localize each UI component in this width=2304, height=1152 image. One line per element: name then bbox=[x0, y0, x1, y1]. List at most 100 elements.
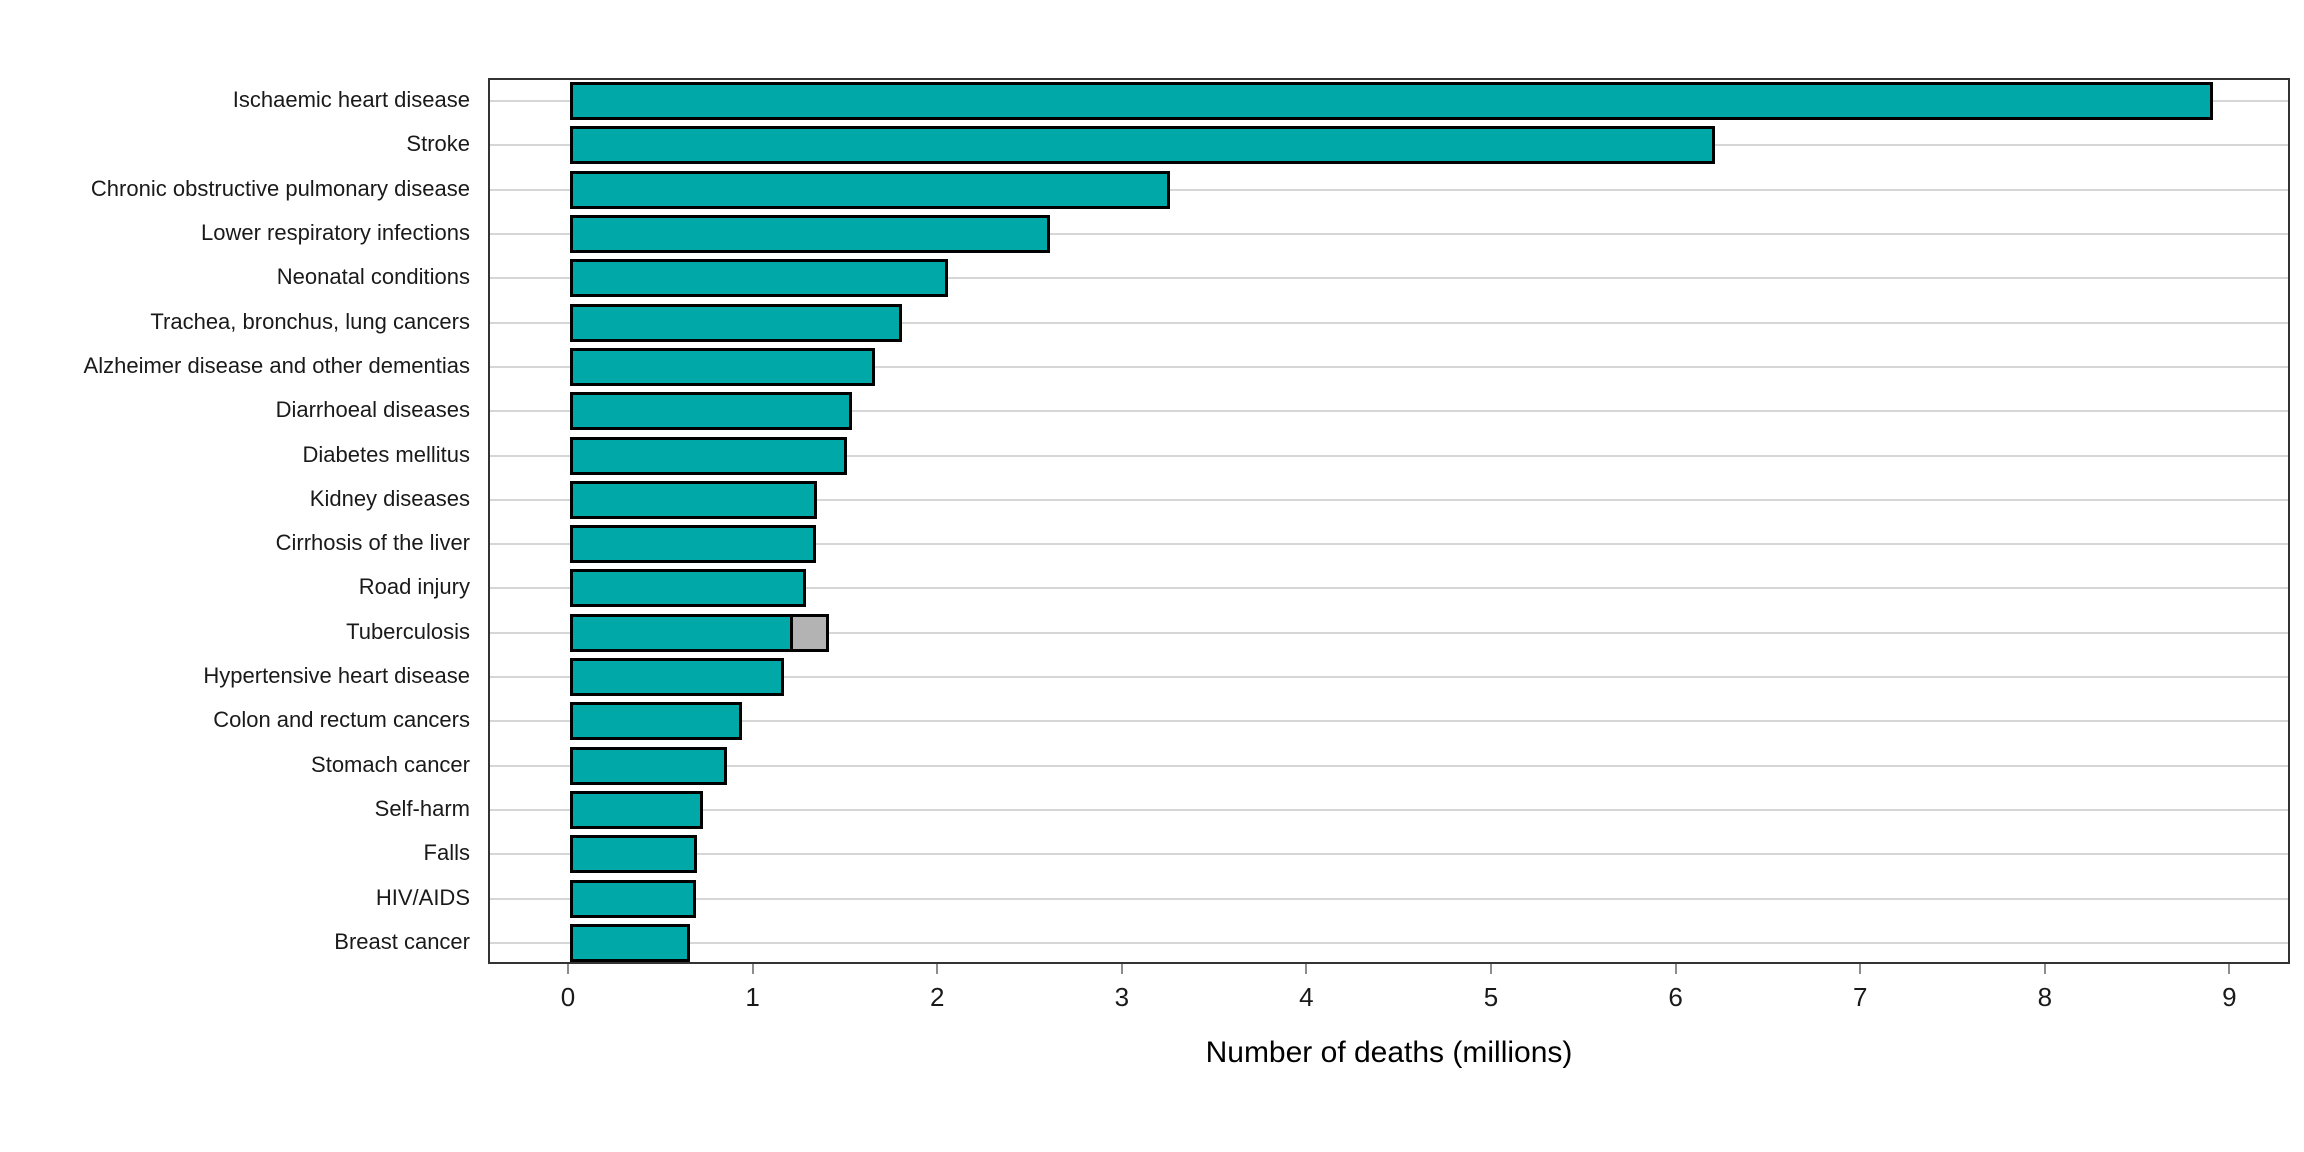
deaths-primary-segment bbox=[570, 215, 1050, 254]
bar bbox=[570, 569, 807, 608]
x-tick-mark bbox=[1490, 964, 1492, 974]
category-label: Chronic obstructive pulmonary disease bbox=[90, 175, 470, 201]
bar bbox=[570, 82, 2213, 121]
deaths-primary-segment bbox=[570, 702, 742, 741]
bar-row bbox=[490, 433, 2288, 477]
y-gridline bbox=[490, 410, 2288, 413]
deaths-primary-segment bbox=[570, 613, 794, 652]
category-label: Stomach cancer bbox=[311, 751, 470, 777]
x-tick-label: 5 bbox=[1483, 982, 1499, 1012]
bar-row bbox=[490, 611, 2288, 655]
bar bbox=[570, 436, 847, 475]
bar bbox=[570, 746, 727, 785]
deaths-primary-segment bbox=[570, 436, 847, 475]
category-label: Road injury bbox=[358, 574, 470, 600]
deaths-primary-segment bbox=[570, 658, 785, 697]
category-label: Diabetes mellitus bbox=[302, 441, 470, 467]
deaths-primary-segment bbox=[570, 525, 816, 564]
x-tick-label: 9 bbox=[2222, 982, 2237, 1012]
category-label: HIV/AIDS bbox=[375, 884, 470, 910]
bar bbox=[570, 790, 703, 829]
deaths-primary-segment bbox=[570, 790, 703, 829]
bar bbox=[570, 835, 698, 874]
deaths-primary-segment bbox=[570, 835, 698, 874]
bar bbox=[570, 480, 818, 519]
y-gridline bbox=[490, 188, 2288, 191]
y-gridline bbox=[490, 720, 2288, 723]
x-tick-mark bbox=[1305, 964, 1308, 974]
y-gridline bbox=[490, 587, 2288, 590]
x-tick-label: 3 bbox=[1114, 982, 1130, 1012]
deaths-primary-segment bbox=[570, 259, 949, 298]
bar-row bbox=[490, 168, 2288, 212]
bar bbox=[570, 923, 690, 962]
x-tick-mark bbox=[751, 964, 754, 974]
deaths-primary-segment bbox=[570, 879, 696, 918]
bar bbox=[570, 303, 903, 342]
x-tick-label: 1 bbox=[745, 982, 760, 1012]
x-tick-label: 4 bbox=[1299, 982, 1314, 1012]
x-tick-label: 7 bbox=[1852, 982, 1868, 1012]
y-gridline bbox=[490, 853, 2288, 856]
bar bbox=[570, 126, 1715, 165]
category-label: Breast cancer bbox=[334, 928, 470, 954]
bar bbox=[570, 879, 696, 918]
category-label: Hypertensive heart disease bbox=[203, 663, 470, 689]
y-gridline bbox=[490, 498, 2288, 501]
category-label: Stroke bbox=[406, 131, 470, 157]
y-gridline bbox=[490, 233, 2288, 236]
y-gridline bbox=[490, 277, 2288, 280]
bar-row bbox=[490, 921, 2288, 965]
bar bbox=[570, 259, 949, 298]
bar-row bbox=[490, 389, 2288, 433]
bar-row bbox=[490, 744, 2288, 788]
deaths-primary-segment bbox=[570, 170, 1170, 209]
bar-row bbox=[490, 788, 2288, 832]
deaths-primary-segment bbox=[570, 480, 818, 519]
bar bbox=[570, 392, 853, 431]
bar bbox=[570, 658, 785, 697]
bar-row bbox=[490, 212, 2288, 256]
category-label: Ischaemic heart disease bbox=[232, 87, 470, 113]
category-label: Cirrhosis of the liver bbox=[275, 530, 470, 556]
x-tick-label: 8 bbox=[2037, 982, 2053, 1012]
deaths-primary-segment bbox=[570, 923, 690, 962]
deaths-primary-segment bbox=[570, 392, 853, 431]
category-label: Self-harm bbox=[374, 795, 470, 821]
y-gridline bbox=[490, 365, 2288, 368]
y-gridline bbox=[490, 676, 2288, 679]
y-gridline bbox=[490, 764, 2288, 767]
y-gridline bbox=[490, 543, 2288, 546]
category-label: Kidney diseases bbox=[309, 485, 470, 511]
category-label: Trachea, bronchus, lung cancers bbox=[150, 308, 470, 334]
deaths-primary-segment bbox=[570, 746, 727, 785]
bar-row bbox=[490, 345, 2288, 389]
category-label: Alzheimer disease and other dementias bbox=[83, 352, 470, 378]
deaths-secondary-grey-segment bbox=[790, 613, 830, 652]
category-label: Diarrhoeal diseases bbox=[275, 397, 470, 423]
x-tick-mark bbox=[1674, 964, 1677, 974]
bar-row bbox=[490, 522, 2288, 566]
category-label: Tuberculosis bbox=[346, 618, 470, 644]
category-label: Lower respiratory infections bbox=[200, 220, 470, 246]
x-tick-label: 6 bbox=[1668, 982, 1683, 1012]
x-tick-label: 2 bbox=[929, 982, 945, 1012]
bar-row bbox=[490, 566, 2288, 610]
x-tick-mark bbox=[567, 964, 569, 974]
bar-row bbox=[490, 256, 2288, 300]
bar bbox=[570, 525, 816, 564]
bar bbox=[570, 347, 875, 386]
bar-row bbox=[490, 79, 2288, 123]
x-tick-mark bbox=[1120, 964, 1123, 974]
x-tick-mark bbox=[1859, 964, 1862, 974]
plot-panel bbox=[488, 78, 2290, 964]
bar bbox=[570, 613, 830, 652]
bar-row bbox=[490, 832, 2288, 876]
y-gridline bbox=[490, 321, 2288, 324]
y-gridline bbox=[490, 631, 2288, 634]
bar-row bbox=[490, 123, 2288, 167]
deaths-primary-segment bbox=[570, 303, 903, 342]
x-tick-mark bbox=[2228, 964, 2231, 974]
y-gridline bbox=[490, 897, 2288, 900]
